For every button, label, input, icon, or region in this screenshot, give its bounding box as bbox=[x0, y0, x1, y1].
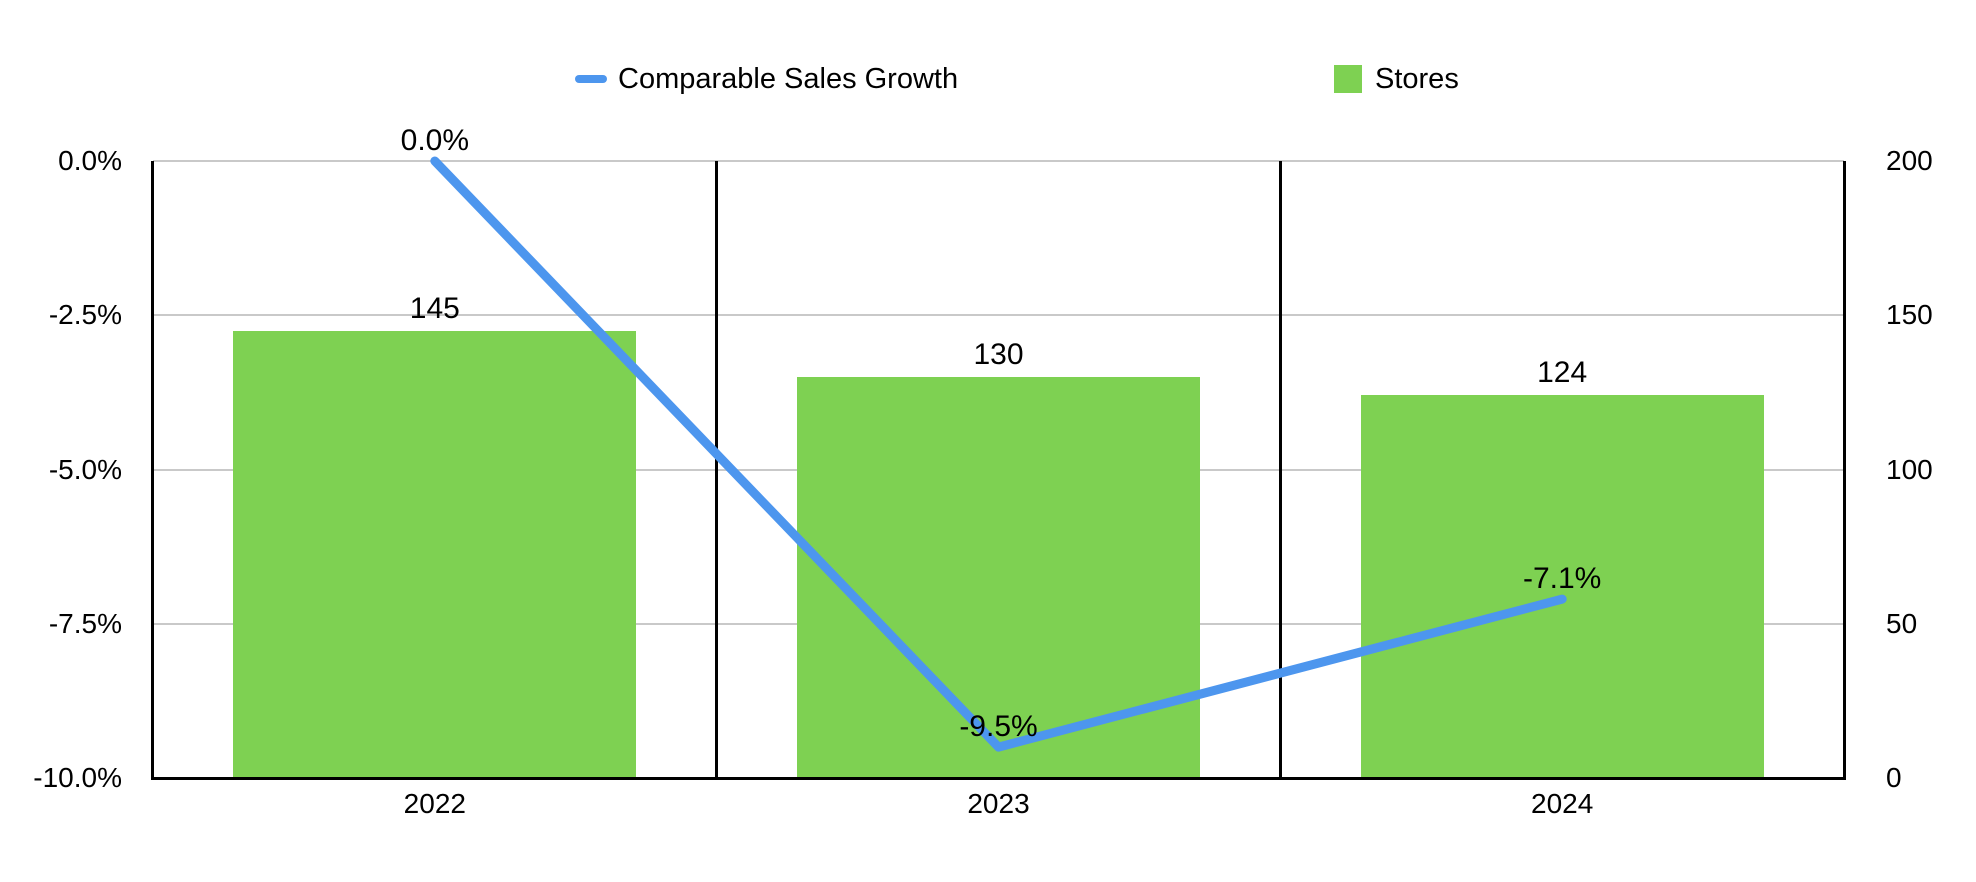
left-axis-tick-label: -7.5% bbox=[48, 607, 122, 639]
x-axis-category-label: 2024 bbox=[1531, 788, 1594, 819]
line-point-label: -9.5% bbox=[959, 710, 1038, 744]
left-axis-tick-label: -10.0% bbox=[33, 762, 122, 793]
left-axis-line bbox=[151, 161, 154, 778]
line-series-path bbox=[430, 156, 1567, 752]
stores-bar bbox=[1360, 395, 1764, 778]
bar-value-label: 130 bbox=[973, 337, 1024, 371]
line-series-marker-icon bbox=[575, 75, 607, 83]
legend-item-stores: Stores bbox=[1334, 62, 1459, 96]
line-point-label: 0.0% bbox=[400, 124, 470, 157]
bar-value-label: 124 bbox=[1537, 356, 1588, 390]
x-axis-category-label: 2023 bbox=[967, 788, 1030, 819]
bar-series-marker-icon bbox=[1334, 65, 1362, 93]
line-point-label: -7.1% bbox=[1522, 562, 1602, 596]
legend-label: Comparable Sales Growth bbox=[618, 63, 959, 95]
bar-value-label: 145 bbox=[409, 291, 460, 325]
category-separator bbox=[1278, 161, 1282, 778]
gridline bbox=[153, 160, 1844, 162]
legend-label: Stores bbox=[1375, 63, 1459, 95]
legend-item-comparable-sales-growth: Comparable Sales Growth bbox=[575, 62, 958, 96]
right-axis-tick-label: 0 bbox=[1886, 762, 1902, 793]
comparable-sales-growth-line bbox=[430, 156, 1567, 752]
left-axis-tick-label: -2.5% bbox=[48, 299, 122, 331]
x-axis-category-label: 2022 bbox=[403, 788, 466, 819]
plot-area bbox=[153, 160, 1844, 778]
stores-bar bbox=[233, 330, 637, 778]
category-separator bbox=[715, 161, 719, 778]
gridline bbox=[153, 314, 1844, 317]
left-axis-tick-label: 0.0% bbox=[58, 145, 122, 176]
right-axis-tick-label: 150 bbox=[1886, 299, 1933, 331]
right-axis-line bbox=[1843, 161, 1846, 778]
right-axis-tick-label: 50 bbox=[1886, 607, 1918, 639]
left-axis-tick-label: -5.0% bbox=[48, 453, 122, 485]
right-axis-tick-label: 100 bbox=[1886, 453, 1933, 485]
bottom-axis-line bbox=[151, 777, 1846, 780]
right-axis-tick-label: 200 bbox=[1886, 145, 1933, 176]
